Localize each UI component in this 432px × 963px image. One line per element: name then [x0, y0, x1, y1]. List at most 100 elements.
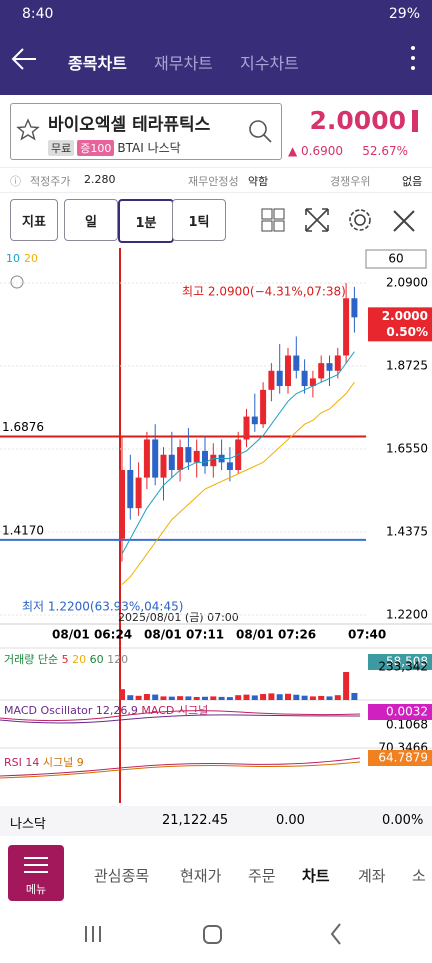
tab[interactable]: 지수차트 — [240, 54, 299, 73]
tab[interactable]: 종목차트 — [68, 54, 127, 73]
candle-body — [226, 462, 233, 470]
ma-legend: 10 — [6, 252, 20, 265]
metric-value: 2.280 — [84, 173, 116, 186]
macd-title: MACD Oscillator 12,26,9 MACD 시그널 — [4, 704, 208, 717]
y-tick-label: 1.6550 — [386, 442, 428, 456]
candle-body — [135, 477, 142, 509]
volume-bar — [185, 696, 192, 700]
nav-item[interactable]: 차트 — [302, 867, 330, 885]
price-bar — [412, 110, 418, 132]
search-icon[interactable] — [246, 118, 274, 146]
volume-bar — [218, 696, 225, 700]
x-tick-label: 08/01 07:11 — [144, 628, 224, 642]
y-tick-label: 2.0900 — [386, 276, 428, 290]
price: 2.0000 — [309, 106, 406, 135]
candle-body — [343, 298, 350, 356]
volume-title: 거래량 단순 5 20 60 120 — [4, 653, 128, 666]
candle-body — [309, 378, 316, 387]
candle-body — [168, 454, 175, 470]
volume-bar — [226, 697, 233, 700]
volume-bar — [326, 696, 333, 700]
metric-label: 적정주가 — [30, 175, 71, 188]
candle-body — [351, 298, 358, 318]
candle-body — [276, 370, 283, 387]
y-tick-label: 1.4375 — [386, 525, 428, 539]
candle-body — [177, 447, 184, 470]
market: 나스닥 — [147, 141, 181, 155]
candle-body — [260, 389, 267, 425]
candle-body — [193, 450, 200, 463]
stock-tags: 무료 증100 BTAI 나스닥 — [48, 139, 181, 156]
volume-bar — [343, 672, 350, 700]
volume-bar — [202, 696, 208, 700]
x-tick-label: 08/01 07:26 — [236, 628, 316, 642]
candle-body — [160, 454, 167, 478]
volume-bar — [260, 694, 267, 700]
metric-label: 재무안정성 — [188, 175, 239, 188]
nav-item[interactable]: 관심종목 — [94, 867, 150, 885]
star-icon[interactable] — [16, 118, 40, 142]
tag: 무료 — [48, 140, 75, 156]
system-nav — [85, 923, 341, 945]
nav-item[interactable]: 현재가 — [180, 867, 222, 885]
ticker-bar: 나스닥 21,122.45 0.00 0.00% — [0, 806, 432, 836]
volume-bar — [251, 695, 258, 700]
volume-current: 58,508 — [386, 655, 428, 669]
volume-bar — [285, 693, 291, 700]
nav-item[interactable]: 계좌 — [358, 867, 386, 885]
volume-bar — [243, 694, 250, 700]
candle-body — [251, 416, 258, 425]
price-line-label: 1.4170 — [2, 523, 44, 537]
volume-bar — [177, 696, 184, 700]
metric-label: 경쟁우위 — [330, 175, 371, 188]
y-tick-label: 1.8725 — [386, 359, 428, 373]
nav-item[interactable]: 주문 — [248, 867, 276, 885]
metric-value: 약함 — [248, 175, 269, 188]
high-annotation: 최고 2.0900(−4.31%,07:38) — [182, 285, 346, 299]
candle-body — [318, 363, 325, 379]
candle-body — [293, 355, 300, 371]
count-box: 60 — [388, 252, 403, 266]
volume-bar — [309, 696, 316, 700]
macd-current: 0.0032 — [386, 705, 428, 719]
more-menu[interactable] — [408, 44, 418, 74]
candle-body — [143, 439, 150, 478]
volume-bar — [268, 693, 275, 700]
period-button[interactable]: 1분 — [118, 199, 174, 243]
volume-bar — [235, 695, 242, 700]
nav-item[interactable]: 소 — [412, 867, 426, 885]
period-button[interactable]: 1틱 — [172, 199, 226, 241]
volume-bar — [351, 692, 358, 700]
indicator-button[interactable]: 지표 — [10, 199, 58, 241]
current-pct: 0.50% — [386, 325, 428, 339]
candle-body — [243, 416, 250, 440]
search-box[interactable] — [10, 103, 282, 160]
change: ▲ 0.6900 — [288, 144, 344, 158]
candle-body — [152, 439, 159, 478]
rsi-title: RSI 14 시그널 9 — [4, 756, 84, 769]
volume-bar — [127, 695, 134, 700]
current-price: 2.0000 — [382, 309, 428, 323]
volume-bar — [135, 695, 142, 700]
app-header: 8:40 29% 종목차트 재무차트 지수차트 — [0, 0, 432, 95]
candle-body — [185, 447, 192, 463]
pct: 0.00% — [382, 813, 424, 828]
macd-tick: 0.1068 — [386, 718, 428, 732]
volume-bar — [318, 695, 325, 700]
tag: 증100 — [77, 140, 115, 156]
volume-bar — [334, 695, 341, 700]
back-button[interactable] — [10, 47, 38, 71]
candle-body — [326, 363, 333, 371]
battery: 29% — [388, 6, 420, 22]
volume-bar — [168, 696, 175, 700]
volume-bar — [143, 694, 150, 700]
tool-icons[interactable] — [260, 207, 420, 235]
period-button[interactable]: 일 — [64, 199, 118, 241]
volume-bar — [210, 696, 217, 700]
candle-body — [127, 469, 134, 509]
candle-body — [301, 370, 308, 387]
clock: 8:40 — [22, 6, 54, 22]
ma-line — [121, 351, 355, 555]
menu-button[interactable]: 메뉴 — [8, 845, 64, 901]
tab[interactable]: 재무차트 — [154, 54, 213, 73]
